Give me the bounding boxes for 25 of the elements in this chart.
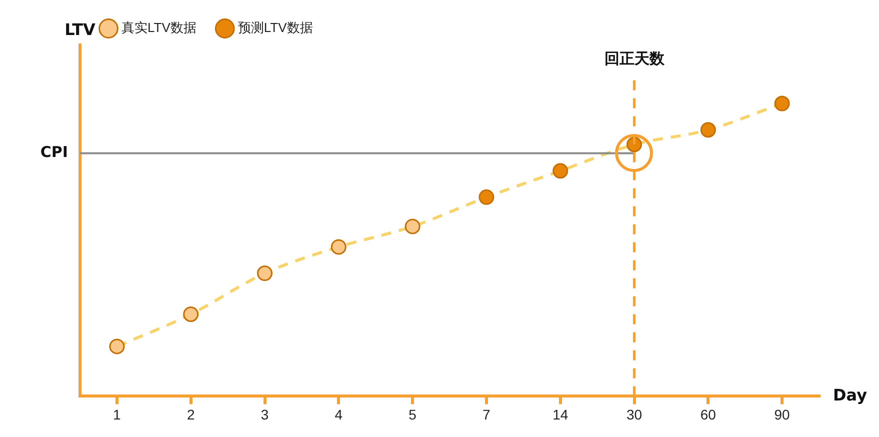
point [700,122,716,138]
x-tick-label: 5 [408,406,417,422]
point [109,338,125,354]
point [330,239,346,255]
point [552,163,568,179]
point [404,218,420,234]
x-tick-label: 90 [774,406,790,422]
x-tick-label: 2 [186,406,195,422]
legend-label: 预测LTV数据 [238,20,313,36]
x-tick-label: 1 [113,406,122,422]
y-axis-title: LTV [64,20,96,40]
ref-line-label: 回正天数 [604,49,666,68]
ref-line-label: CPI [40,143,68,162]
x-tick-label: 30 [626,406,642,422]
point [478,189,494,205]
x-tick-label: 14 [552,406,568,422]
x-tick-label: 4 [334,406,343,422]
point [257,266,272,282]
x-tick-label: 3 [260,406,269,422]
point [183,306,199,322]
x-axis-title: Day [833,385,868,404]
point [774,96,790,112]
x-tick-label: 7 [482,406,491,422]
x-tick-label: 60 [700,406,716,422]
legend-label: 真实LTV数据 [122,20,196,36]
